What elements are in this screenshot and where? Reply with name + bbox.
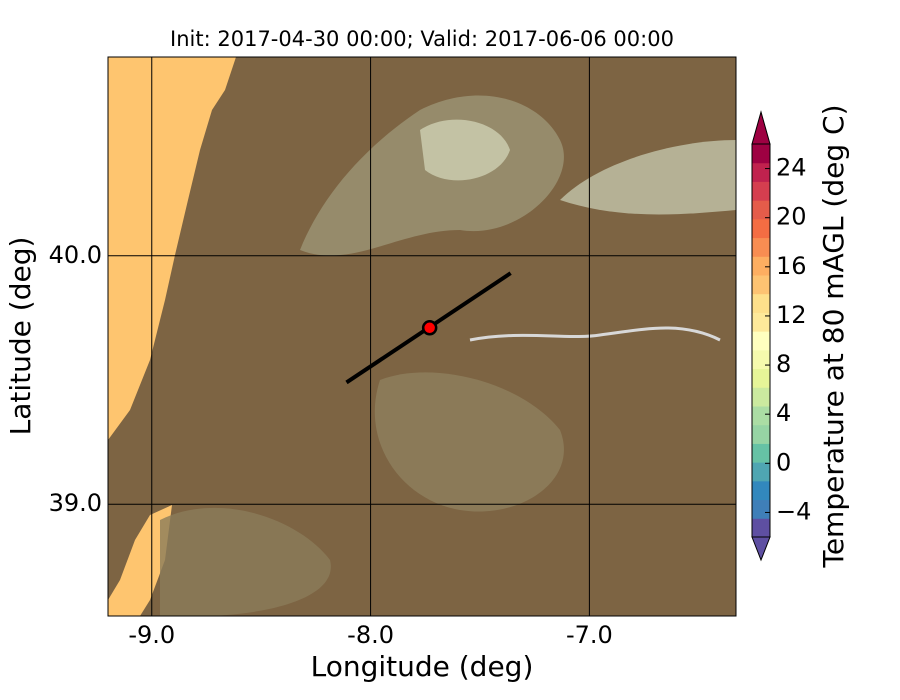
colorbar-extend [751,110,771,145]
colorbar-segment [752,162,770,182]
colorbar-segment [752,256,770,276]
x-tick-label: -7.0 [566,621,613,649]
colorbar-tick-label: −4 [776,497,811,525]
colorbar-segment [752,443,770,463]
colorbar-segment [752,312,770,332]
colorbar-tick-label: 12 [776,301,807,329]
colorbar-segment [752,237,770,257]
colorbar-segment [752,480,770,501]
colorbar-segment [752,387,770,407]
lowland [374,372,564,512]
colorbar-segment [752,181,770,201]
site-marker [421,320,438,336]
highland [420,119,510,181]
colorbar-segment [752,293,770,313]
colorbar-frame [751,143,771,538]
colorbar-tick-label: 8 [776,350,791,378]
x-tick-label: -9.0 [128,621,175,649]
plot-frame [107,56,737,617]
ocean [108,57,236,440]
colorbar-segment [752,368,770,388]
colorbar-segment [752,144,770,164]
chart-title: Init: 2017-04-30 00:00; Valid: 2017-06-0… [170,27,674,51]
colorbar-segment [752,499,770,519]
colorbar-segment [752,275,770,295]
colorbar-tick-label: 0 [776,448,791,476]
colorbar-segment [752,349,770,370]
colorbar-extend [751,536,771,562]
colorbar-tick-label: 24 [776,154,807,182]
lowland [160,507,331,616]
terrain [108,57,736,616]
colorbar-segment [752,462,770,482]
graticule [108,57,736,616]
y-tick-label: 40.0 [49,241,102,269]
ocean [108,505,172,616]
colorbar-segment [752,200,770,220]
highland [560,140,736,215]
y-tick-label: 39.0 [49,489,102,517]
colorbar-tick-label: 4 [776,399,791,427]
colorbar-segment [752,331,770,351]
colorbar-segment [752,406,770,426]
colorbar-label: Temperature at 80 mAGL (deg C) [817,104,850,568]
colorbar-tick-label: 20 [776,203,807,231]
colorbar-tick-label: 16 [776,252,807,280]
x-axis-label: Longitude (deg) [311,650,534,683]
colorbar-segment [752,218,770,239]
river [469,326,721,342]
x-tick-label: -8.0 [347,621,394,649]
colorbar-segment [752,424,770,444]
y-axis-label: Latitude (deg) [4,237,37,436]
colorbar-segment [752,518,770,538]
